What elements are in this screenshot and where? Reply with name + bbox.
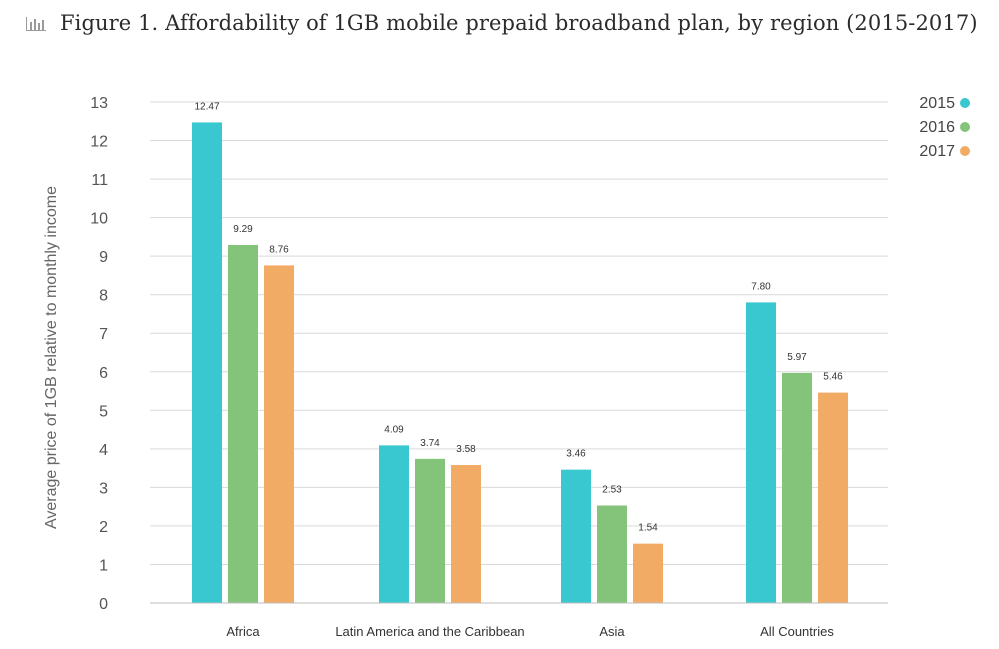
y-tick-label: 9 bbox=[99, 249, 108, 266]
legend-item[interactable]: 2016 bbox=[919, 119, 970, 136]
y-tick-label: 2 bbox=[99, 519, 108, 536]
legend: 2015 2016 2017 bbox=[919, 95, 970, 160]
legend-item[interactable]: 2017 bbox=[919, 143, 970, 160]
y-tick-label: 4 bbox=[99, 442, 108, 459]
y-tick-label: 13 bbox=[90, 95, 108, 112]
legend-label: 2016 bbox=[919, 119, 955, 136]
bar-2015 bbox=[192, 122, 222, 603]
legend-label: 2017 bbox=[919, 143, 955, 160]
legend-label: 2015 bbox=[919, 95, 955, 112]
bar-2015 bbox=[746, 302, 776, 603]
bar-2015 bbox=[561, 469, 591, 603]
bar-2017 bbox=[264, 265, 294, 603]
data-label: 2.53 bbox=[602, 484, 622, 495]
x-category-label: Latin America and the Caribbean bbox=[335, 624, 524, 639]
bar-2015 bbox=[379, 445, 409, 603]
y-axis-title: Average price of 1GB relative to monthly… bbox=[43, 186, 60, 529]
legend-swatch bbox=[960, 98, 970, 108]
bar-chart-icon bbox=[26, 17, 46, 31]
x-category-label: Africa bbox=[226, 624, 260, 639]
y-tick-label: 3 bbox=[99, 480, 108, 497]
data-label: 7.80 bbox=[751, 281, 771, 292]
bar-2016 bbox=[415, 458, 445, 603]
y-tick-label: 12 bbox=[90, 134, 108, 151]
gridlines bbox=[150, 101, 888, 565]
legend-swatch bbox=[960, 146, 970, 156]
bar-2016 bbox=[228, 244, 258, 603]
bar-2016 bbox=[597, 505, 627, 603]
figure-header: Figure 1. Affordability of 1GB mobile pr… bbox=[26, 8, 978, 38]
bar-2017 bbox=[451, 465, 481, 603]
x-category-label: Asia bbox=[599, 624, 625, 639]
data-label: 4.09 bbox=[384, 424, 404, 435]
data-label: 8.76 bbox=[269, 244, 289, 255]
page-title: Figure 1. Affordability of 1GB mobile pr… bbox=[60, 11, 978, 35]
data-labels: 12.47 9.29 8.76 4.09 3.74 3.58 3.46 2.53 1.54 7.8… bbox=[194, 101, 843, 533]
y-tick-label: 1 bbox=[99, 557, 108, 574]
y-tick-label: 11 bbox=[91, 172, 108, 189]
bar-2016 bbox=[782, 372, 812, 603]
y-tick-label: 10 bbox=[90, 211, 108, 228]
legend-item[interactable]: 2015 bbox=[919, 95, 970, 112]
x-category-label: All Countries bbox=[760, 624, 834, 639]
y-tick-label: 8 bbox=[99, 288, 108, 305]
data-label: 9.29 bbox=[233, 224, 253, 235]
bars bbox=[192, 122, 848, 603]
data-label: 1.54 bbox=[638, 523, 658, 534]
y-tick-label: 0 bbox=[99, 596, 108, 613]
data-label: 3.46 bbox=[566, 449, 586, 460]
data-label: 3.58 bbox=[456, 444, 476, 455]
data-label: 5.46 bbox=[823, 372, 843, 383]
data-label: 3.74 bbox=[420, 438, 440, 449]
x-axis-categories: Africa Latin America and the Caribbean Asi… bbox=[226, 624, 834, 639]
y-tick-label: 7 bbox=[99, 326, 108, 343]
bar-2017 bbox=[818, 392, 848, 603]
data-label: 5.97 bbox=[787, 352, 807, 363]
y-tick-label: 6 bbox=[99, 365, 108, 382]
legend-swatch bbox=[960, 122, 970, 132]
bar-2017 bbox=[633, 543, 663, 603]
y-tick-label: 5 bbox=[99, 403, 108, 420]
data-label: 12.47 bbox=[194, 101, 219, 112]
